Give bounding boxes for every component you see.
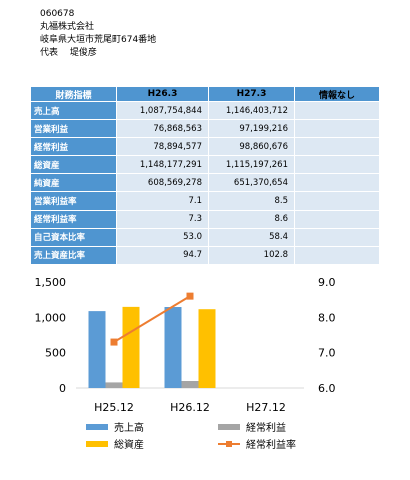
row-label: 営業利益 <box>30 119 117 139</box>
left-tick-label: 0 <box>59 382 66 395</box>
table-row: 売上高 1,087,754,844 1,146,403,712 <box>30 100 380 121</box>
row-value: 7.3 <box>116 209 209 229</box>
category-labels: H25.12 H26.12 H27.12 <box>94 401 286 414</box>
row-value: 608,569,278 <box>116 173 209 193</box>
table-row: 自己資本比率 53.0 58.4 <box>30 227 380 247</box>
table-row: 営業利益率 7.1 8.5 <box>30 191 380 211</box>
chart: 0 500 1,000 1,500 6.0 7.0 8.0 9.0 H25.12 H26.12… <box>35 276 336 451</box>
row-value: 1,146,403,712 <box>208 100 295 121</box>
legend-swatch-marker <box>226 441 232 447</box>
row-value <box>294 100 380 121</box>
header-metric: 財務指標 <box>30 86 117 102</box>
company-code: 060678 <box>40 9 75 19</box>
row-label: 自己資本比率 <box>30 227 117 247</box>
right-axis-ticks: 6.0 7.0 8.0 9.0 <box>318 276 336 395</box>
line-marker <box>110 338 118 346</box>
header-h27: H27.3 <box>208 86 295 102</box>
legend-label: 経常利益 <box>246 421 286 434</box>
row-label: 総資産 <box>30 155 117 175</box>
legend-label: 経常利益率 <box>246 438 296 451</box>
table-row: 営業利益 76,868,563 97,199,216 <box>30 119 380 139</box>
right-tick-label: 9.0 <box>318 276 336 289</box>
company-address: 岐阜県大垣市荒尾町674番地 <box>40 35 157 45</box>
x-tick-label: H25.12 <box>94 401 134 414</box>
right-tick-label: 8.0 <box>318 311 336 324</box>
row-label: 営業利益率 <box>30 191 117 211</box>
header-no-info: 情報なし <box>294 86 380 102</box>
bar-売上高 <box>164 307 182 388</box>
bar-総資産 <box>198 309 216 388</box>
company-info: 060678 丸福株式会社 岐阜県大垣市荒尾町674番地 代表 堤俊彦 <box>40 8 156 60</box>
row-value <box>294 155 380 175</box>
row-value: 8.6 <box>208 209 295 229</box>
row-value: 53.0 <box>116 227 209 247</box>
row-value: 7.1 <box>116 191 209 211</box>
row-value <box>294 245 380 265</box>
company-name: 丸福株式会社 <box>40 22 95 32</box>
x-tick-label: H26.12 <box>170 401 210 414</box>
legend-label: 総資産 <box>114 438 144 451</box>
row-value: 78,894,577 <box>116 137 209 157</box>
left-tick-label: 1,000 <box>35 311 67 324</box>
bar-経常利益 <box>105 382 123 388</box>
row-label: 経常利益 <box>30 137 117 157</box>
row-value <box>294 191 380 211</box>
right-tick-label: 6.0 <box>318 382 336 395</box>
financial-table: 財務指標 H26.3 H27.3 情報なし 売上高 1,087,754,844 1,… <box>30 86 380 265</box>
line-経常利益率 <box>113 295 191 343</box>
row-value: 98,860,676 <box>208 137 295 157</box>
legend-swatch-経常利益 <box>218 424 240 430</box>
header-h26: H26.3 <box>116 86 209 102</box>
bar-経常利益 <box>181 381 199 388</box>
row-value <box>294 173 380 193</box>
table-row: 経常利益率 7.3 8.6 <box>30 209 380 229</box>
row-label: 純資産 <box>30 173 117 193</box>
table-row: 経常利益 78,894,577 98,860,676 <box>30 137 380 157</box>
row-value: 651,370,654 <box>208 173 295 193</box>
row-value: 102.8 <box>208 245 295 265</box>
bars <box>88 306 216 388</box>
row-value: 97,199,216 <box>208 119 295 139</box>
row-value: 1,087,754,844 <box>116 100 209 121</box>
row-value: 94.7 <box>116 245 209 265</box>
right-tick-label: 7.0 <box>318 347 336 360</box>
row-value: 1,115,197,261 <box>208 155 295 175</box>
row-label: 売上資産比率 <box>30 245 117 265</box>
row-label: 経常利益率 <box>30 209 117 229</box>
legend-label: 売上高 <box>114 421 144 434</box>
x-tick-label: H27.12 <box>246 401 286 414</box>
table-row: 総資産 1,148,177,291 1,115,197,261 <box>30 155 380 175</box>
legend-swatch-売上高 <box>86 424 108 430</box>
row-value <box>294 227 380 247</box>
line-marker <box>186 292 194 300</box>
legend-swatch-総資産 <box>86 441 108 447</box>
bar-総資産 <box>122 306 140 388</box>
table-row: 純資産 608,569,278 651,370,654 <box>30 173 380 193</box>
row-label: 売上高 <box>30 100 117 121</box>
left-axis-ticks: 0 500 1,000 1,500 <box>35 276 67 395</box>
table-row: 売上資産比率 94.7 102.8 <box>30 245 380 265</box>
company-representative: 代表 堤俊彦 <box>40 48 97 58</box>
ratio-line <box>110 292 194 346</box>
row-value: 8.5 <box>208 191 295 211</box>
row-value: 58.4 <box>208 227 295 247</box>
row-value <box>294 119 380 139</box>
row-value: 76,868,563 <box>116 119 209 139</box>
table-header-row: 財務指標 H26.3 H27.3 情報なし <box>30 86 380 102</box>
row-value: 1,148,177,291 <box>116 155 209 175</box>
row-value <box>294 209 380 229</box>
row-value <box>294 137 380 157</box>
left-tick-label: 500 <box>45 347 66 360</box>
left-tick-label: 1,500 <box>35 276 67 289</box>
bar-売上高 <box>88 311 106 388</box>
